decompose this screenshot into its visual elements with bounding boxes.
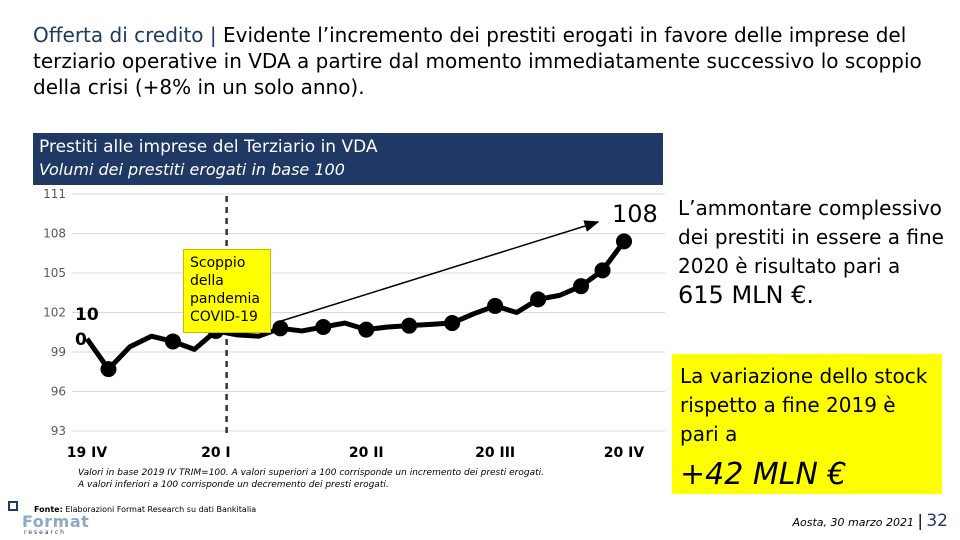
format-research-logo: Format research [8,498,90,538]
chart-subheading: Volumi dei prestiti erogati in base 100 [39,160,345,179]
series-point [616,233,632,250]
slide-footer: Aosta, 30 marzo 2021 | 32 [792,511,948,531]
logo-sub: research [24,529,66,536]
x-tick-label: 20 III [475,445,515,461]
series-point [164,333,181,350]
y-tick-label: 108 [43,227,66,241]
end-value-label: 108 [612,200,658,228]
series-point [530,291,547,308]
series-point [272,320,289,337]
y-tick-label: 102 [43,306,66,320]
trend-arrow [277,220,600,323]
chart-note: Valori in base 2019 IV TRIM=100. A valor… [78,467,658,491]
page-number: 32 [926,511,948,531]
title-body: Evidente l’incremento dei prestiti eroga… [33,23,922,99]
x-tick-label: 20 I [201,445,231,461]
total-amount-value: 615 MLN €. [678,281,814,309]
logo-word: Format [22,512,90,531]
y-tick-label: 99 [51,345,66,359]
series-point [594,262,611,279]
y-tick-label: 96 [51,385,66,399]
footer-date: Aosta, 30 marzo 2021 [792,516,914,529]
series-point [573,278,590,295]
start-value-label-wrap: 0 [75,330,87,350]
series-point [487,297,504,314]
x-tick-label: 19 IV [67,445,108,461]
chart-header: Prestiti alle imprese del Terziario in V… [33,133,663,185]
logo-square-icon [8,501,18,511]
series-point [100,361,117,378]
series-point [315,318,332,335]
variation-box: La variazione dello stock rispetto a fin… [672,354,942,494]
y-tick-labels: 93 96 99 102 105 108 111 [43,187,66,438]
total-amount-text: L’ammontare complessivo dei prestiti in … [678,194,948,311]
y-tick-label: 111 [43,187,66,201]
source-label: Fonte: [34,505,63,514]
source-line: Fonte: Elaborazioni Format Research su d… [34,505,256,514]
start-value-label: 10 [75,305,99,325]
x-tick-label: 20 II [349,445,384,461]
pandemic-annotation: Scoppio della pandemia COVID-19 [183,249,271,333]
note-line-1: Valori in base 2019 IV TRIM=100. A valor… [78,468,544,478]
footer-separator: | [917,511,923,530]
slide-title: Offerta di credito | Evidente l’incremen… [33,22,933,100]
variation-desc: La variazione dello stock rispetto a fin… [680,364,928,446]
series-point [358,321,375,338]
x-tick-label: 20 IV [604,445,645,461]
x-tick-labels: 19 IV 20 I 20 II 20 III 20 IV [67,445,645,461]
note-line-2: A valori inferiori a 100 corrisponde un … [78,480,389,490]
total-amount-desc: L’ammontare complessivo dei prestiti in … [678,196,944,278]
series-point [401,317,418,334]
series-point [444,315,461,332]
title-lead: Offerta di credito | [33,23,217,47]
variation-value: +42 MLN € [680,457,847,492]
y-tick-label: 105 [43,266,66,280]
source-text: Elaborazioni Format Research su dati Ban… [65,505,257,514]
series-points [100,233,632,378]
chart-heading: Prestiti alle imprese del Terziario in V… [39,137,378,157]
y-tick-label: 93 [51,424,66,438]
y-gridlines [72,193,665,432]
